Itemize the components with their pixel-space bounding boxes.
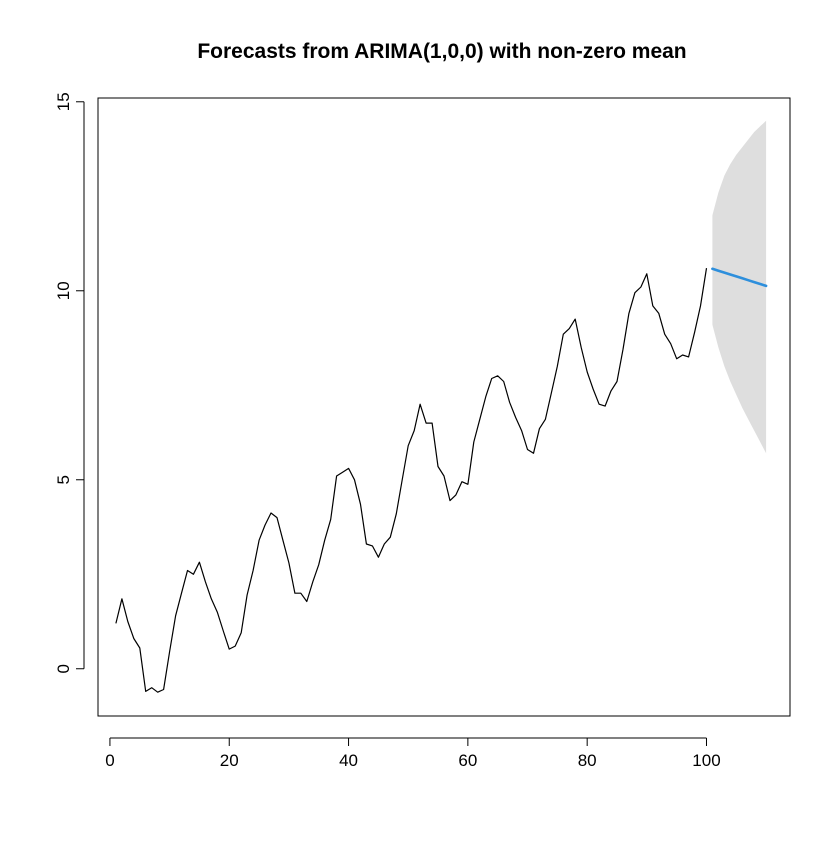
x-tick-label: 80 xyxy=(578,751,597,770)
y-tick-label: 10 xyxy=(54,281,73,300)
x-tick-label: 100 xyxy=(692,751,720,770)
y-tick-label: 0 xyxy=(54,664,73,673)
y-tick-label: 5 xyxy=(54,475,73,484)
forecast-line xyxy=(711,267,768,288)
x-tick-label: 20 xyxy=(220,751,239,770)
x-tick-label: 40 xyxy=(339,751,358,770)
prediction-interval-band xyxy=(712,120,767,454)
chart-title: Forecasts from ARIMA(1,0,0) with non-zer… xyxy=(197,40,686,63)
x-tick-label: 0 xyxy=(105,751,114,770)
y-tick-label: 15 xyxy=(54,92,73,111)
observed-series-line xyxy=(115,268,708,693)
plot-frame xyxy=(97,97,791,717)
plot-area xyxy=(115,120,768,693)
x-tick-label: 60 xyxy=(458,751,477,770)
axes: 0 20 40 60 80 100 0 5 10 15 xyxy=(54,92,791,770)
